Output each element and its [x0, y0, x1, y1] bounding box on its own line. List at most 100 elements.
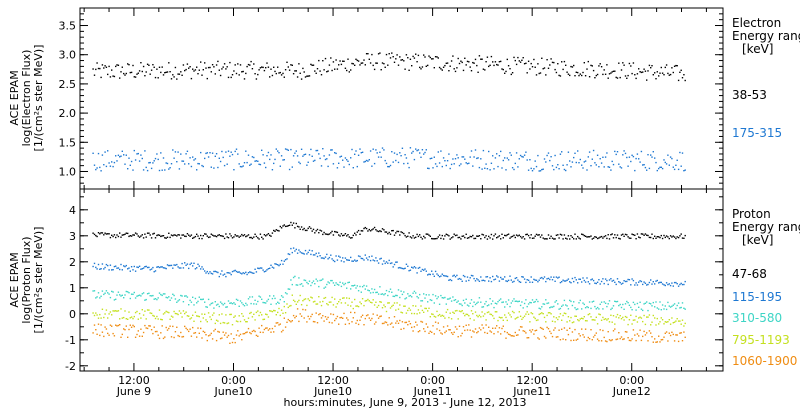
data-point [369, 62, 372, 64]
data-point [677, 79, 680, 82]
data-point [221, 150, 223, 153]
data-point [158, 66, 161, 68]
data-point [365, 227, 368, 230]
data-point [217, 60, 219, 63]
data-point [125, 154, 127, 156]
data-point [535, 74, 538, 76]
data-point [388, 231, 390, 234]
data-point [229, 302, 231, 304]
data-point [225, 233, 227, 235]
data-point [497, 165, 499, 168]
data-point [476, 64, 478, 67]
data-point [213, 66, 215, 68]
data-point [249, 64, 251, 66]
data-point [627, 165, 629, 167]
data-point [675, 237, 677, 240]
data-point [103, 164, 105, 166]
data-point [210, 332, 212, 335]
data-point [298, 63, 300, 65]
data-point [254, 233, 256, 235]
data-point [438, 162, 441, 164]
data-point [527, 303, 530, 305]
data-point [145, 166, 147, 169]
data-point [677, 302, 680, 304]
data-point [227, 76, 230, 79]
data-point [522, 276, 524, 278]
data-point [371, 302, 373, 304]
data-point [526, 311, 528, 313]
data-point [160, 152, 162, 154]
data-point [154, 298, 157, 300]
data-point [431, 331, 433, 333]
data-point [296, 284, 299, 286]
data-point [566, 321, 568, 323]
data-point [445, 62, 447, 64]
data-point [196, 169, 198, 171]
data-point [444, 296, 446, 299]
data-point [219, 160, 222, 163]
data-point [511, 310, 514, 313]
data-point [647, 70, 649, 72]
data-point [417, 54, 420, 57]
data-point [128, 328, 130, 331]
data-point [348, 281, 350, 283]
data-point [136, 310, 138, 313]
data-point [92, 152, 94, 154]
data-point [314, 159, 316, 162]
data-point [263, 271, 266, 273]
data-point [515, 334, 518, 336]
data-point [679, 307, 681, 309]
data-point [391, 230, 393, 232]
data-point [437, 57, 439, 59]
data-point [566, 305, 568, 307]
data-point [640, 317, 643, 319]
data-point [202, 317, 204, 319]
data-point [581, 308, 583, 310]
data-point [433, 275, 435, 277]
data-point [168, 264, 170, 267]
data-point [255, 303, 258, 305]
data-point [133, 265, 135, 268]
data-point [680, 282, 682, 285]
data-point [307, 283, 309, 285]
data-point [144, 266, 146, 268]
data-point [644, 233, 647, 235]
data-point [267, 151, 270, 154]
data-point [196, 267, 198, 269]
data-point [658, 236, 660, 238]
data-point [189, 318, 191, 320]
data-point [121, 333, 123, 336]
data-point [250, 332, 252, 335]
data-point [259, 233, 262, 235]
data-point [165, 162, 167, 164]
data-point [420, 270, 422, 272]
data-point [141, 157, 143, 160]
data-point [225, 306, 227, 308]
data-point [599, 236, 601, 238]
data-point [434, 56, 437, 58]
data-point [205, 272, 207, 274]
data-point [450, 163, 453, 166]
data-point [610, 72, 612, 74]
data-point [365, 299, 368, 302]
data-point [93, 74, 96, 76]
data-point [246, 273, 248, 276]
data-point [482, 149, 485, 152]
data-point [438, 303, 441, 305]
data-point [530, 167, 532, 170]
data-point [462, 299, 465, 302]
data-point [348, 236, 350, 238]
data-point [180, 294, 182, 297]
data-point [361, 62, 364, 64]
data-point [465, 298, 467, 300]
data-point [639, 71, 641, 73]
data-point [111, 325, 113, 327]
data-point [93, 233, 96, 236]
data-point [299, 251, 301, 253]
data-point [677, 320, 680, 322]
data-point [634, 303, 636, 306]
data-point [369, 301, 372, 303]
data-point [259, 311, 262, 314]
data-point [107, 317, 109, 319]
data-point [537, 63, 539, 65]
